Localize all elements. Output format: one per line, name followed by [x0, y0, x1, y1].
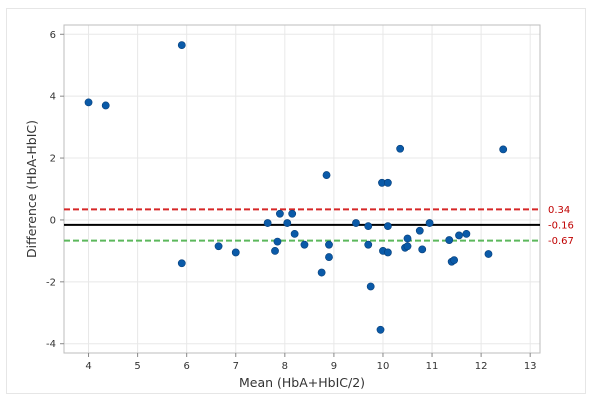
chart-frame [6, 8, 586, 394]
data-point [101, 101, 110, 110]
data-point [273, 237, 282, 246]
data-point [396, 144, 405, 153]
reference-label-mean: -0.16 [548, 220, 574, 231]
data-point [415, 226, 424, 235]
data-point [276, 209, 284, 218]
data-point [499, 145, 508, 154]
data-point [364, 222, 373, 231]
data-point [271, 246, 279, 255]
data-point [450, 256, 459, 265]
reference-line-labels: 0.34 -0.16 -0.67 [548, 205, 574, 247]
data-point [214, 242, 223, 251]
data-point [484, 250, 493, 258]
gridlines [64, 25, 540, 353]
x-tick-label: 4 [85, 361, 91, 372]
data-point [425, 219, 434, 227]
data-point [403, 242, 412, 251]
data-point [352, 219, 360, 227]
data-point [366, 282, 375, 291]
data-point [403, 234, 412, 243]
y-tick-label: 4 [50, 92, 56, 103]
x-tick-label: 10 [377, 361, 390, 372]
data-point [322, 171, 331, 179]
axis-ticks: 4 5 6 7 8 9 10 11 12 13 -4 -2 0 2 4 6 [46, 30, 537, 372]
data-point [462, 229, 471, 238]
y-tick-label: 0 [50, 215, 56, 226]
x-tick-label: 7 [233, 361, 239, 372]
x-tick-label: 12 [475, 361, 488, 372]
y-tick-label: -4 [46, 339, 56, 350]
data-points [84, 41, 508, 334]
data-point [383, 222, 392, 231]
data-point [445, 236, 454, 244]
data-point [325, 253, 333, 261]
y-axis-title: Difference (HbA-HbIC) [24, 120, 39, 258]
x-tick-label: 11 [426, 361, 439, 372]
data-point [383, 178, 392, 187]
data-point [325, 240, 333, 249]
data-point [290, 229, 299, 238]
plot-area-border [63, 24, 541, 354]
data-point [376, 325, 385, 334]
reference-label-upper: 0.34 [548, 205, 570, 216]
y-tick-label: -2 [46, 277, 56, 288]
x-axis-title: Mean (HbA+HbIC/2) [239, 375, 365, 390]
data-point [418, 245, 427, 254]
data-point [84, 98, 93, 107]
x-tick-label: 8 [282, 361, 288, 372]
data-point [288, 209, 297, 218]
y-tick-label: 2 [50, 154, 56, 165]
x-tick-label: 5 [134, 361, 140, 372]
data-point [177, 259, 186, 268]
data-point [283, 219, 292, 227]
data-point [263, 219, 272, 227]
data-point [317, 268, 326, 277]
reference-lines [64, 208, 540, 242]
data-point [364, 240, 373, 249]
reference-label-lower: -0.67 [548, 236, 574, 247]
data-point [455, 231, 463, 240]
x-tick-label: 6 [183, 361, 189, 372]
y-tick-label: 6 [50, 30, 56, 41]
x-tick-label: 13 [524, 361, 537, 372]
data-point [383, 248, 392, 257]
data-point [300, 240, 309, 249]
x-tick-label: 9 [331, 361, 337, 372]
data-point [231, 248, 240, 257]
data-point [177, 41, 186, 50]
